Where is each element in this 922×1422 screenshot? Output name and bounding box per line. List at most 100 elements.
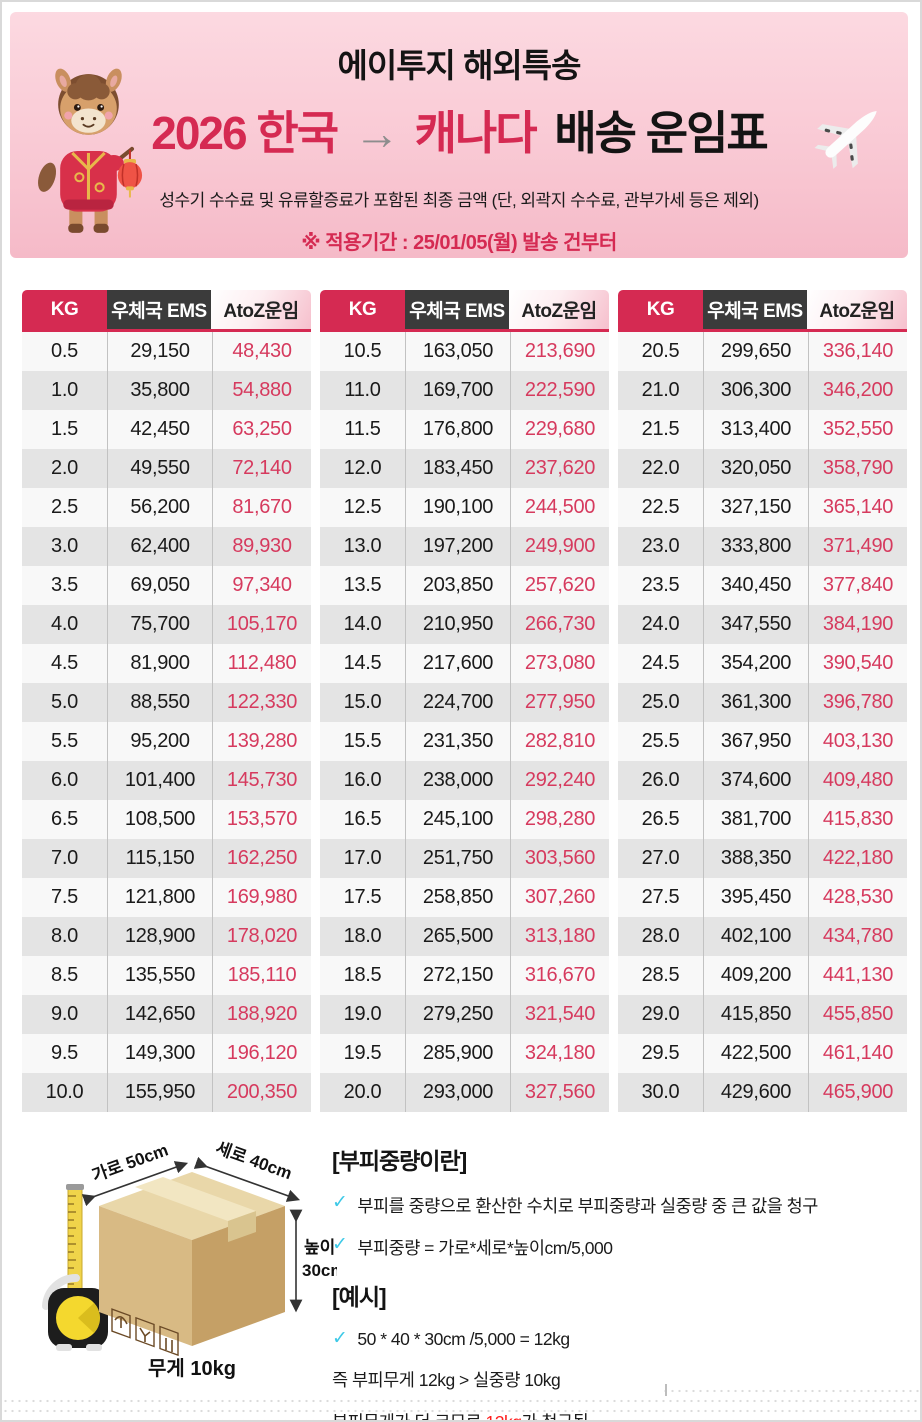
table-row: 16.0 238,000 292,240 xyxy=(320,761,609,800)
kg-cell: 5.5 xyxy=(51,730,78,752)
table-row: 0.5 29,150 48,430 xyxy=(22,332,311,371)
table-row: 24.0 347,550 384,190 xyxy=(618,605,907,644)
info-item: ✓ 50 * 40 * 30cm /5,000 = 12kg xyxy=(332,1328,907,1350)
ems-cell: 75,700 xyxy=(107,605,212,644)
check-icon: ✓ xyxy=(332,1192,348,1213)
kg-cell: 26.5 xyxy=(641,808,680,830)
atoz-cell: 384,190 xyxy=(808,605,907,644)
info-item: ✓ 부피중량 = 가로*세로*높이cm/5,000 xyxy=(332,1234,907,1260)
atoz-cell: 428,530 xyxy=(808,878,907,917)
table-row: 19.5 285,900 324,180 xyxy=(320,1034,609,1073)
dotted-footer-texture xyxy=(2,1396,920,1420)
box-depth-label: 세로 40cm xyxy=(213,1138,294,1183)
ems-cell: 422,500 xyxy=(703,1034,808,1073)
check-icon: ✓ xyxy=(332,1328,348,1349)
kg-cell: 18.0 xyxy=(343,925,382,947)
ems-cell: 29,150 xyxy=(107,332,212,371)
kg-cell: 10.5 xyxy=(343,340,382,362)
table-row: 24.5 354,200 390,540 xyxy=(618,644,907,683)
column-header-atoz: AtoZ운임 xyxy=(807,290,907,329)
atoz-cell: 365,140 xyxy=(808,488,907,527)
kg-cell: 12.5 xyxy=(343,496,382,518)
ems-cell: 95,200 xyxy=(107,722,212,761)
atoz-cell: 358,790 xyxy=(808,449,907,488)
ems-cell: 279,250 xyxy=(405,995,510,1034)
ems-cell: 238,000 xyxy=(405,761,510,800)
ems-cell: 115,150 xyxy=(107,839,212,878)
atoz-cell: 222,590 xyxy=(510,371,609,410)
footer-tick-mark xyxy=(665,1384,667,1396)
column-header-kg: KG xyxy=(320,290,405,329)
kg-cell: 4.5 xyxy=(51,652,78,674)
example-title: [예시] xyxy=(332,1284,387,1310)
atoz-cell: 229,680 xyxy=(510,410,609,449)
kg-cell: 19.5 xyxy=(343,1042,382,1064)
table-row: 23.0 333,800 371,490 xyxy=(618,527,907,566)
kg-cell: 8.0 xyxy=(51,925,78,947)
table-row: 26.5 381,700 415,830 xyxy=(618,800,907,839)
table-row: 18.0 265,500 313,180 xyxy=(320,917,609,956)
horse-mascot-icon xyxy=(38,68,143,233)
atoz-cell: 313,180 xyxy=(510,917,609,956)
atoz-cell: 48,430 xyxy=(212,332,311,371)
table-header: KG 우체국 EMS AtoZ운임 xyxy=(22,290,311,332)
atoz-cell: 415,830 xyxy=(808,800,907,839)
ems-cell: 142,650 xyxy=(107,995,212,1034)
kg-cell: 24.0 xyxy=(641,613,680,635)
atoz-cell: 307,260 xyxy=(510,878,609,917)
ems-cell: 210,950 xyxy=(405,605,510,644)
kg-cell: 25.5 xyxy=(641,730,680,752)
ems-cell: 42,450 xyxy=(107,410,212,449)
table-row: 5.5 95,200 139,280 xyxy=(22,722,311,761)
kg-cell: 20.5 xyxy=(641,340,680,362)
atoz-cell: 321,540 xyxy=(510,995,609,1034)
table-body: 0.5 29,150 48,430 1.0 35,800 54,880 1.5 42,450 6… xyxy=(22,332,311,1112)
table-header: KG 우체국 EMS AtoZ운임 xyxy=(618,290,907,332)
table-row: 8.0 128,900 178,020 xyxy=(22,917,311,956)
atoz-cell: 390,540 xyxy=(808,644,907,683)
atoz-cell: 162,250 xyxy=(212,839,311,878)
ems-cell: 293,000 xyxy=(405,1073,510,1112)
ems-cell: 149,300 xyxy=(107,1034,212,1073)
kg-cell: 8.5 xyxy=(51,964,78,986)
ems-cell: 62,400 xyxy=(107,527,212,566)
column-header-kg: KG xyxy=(22,290,107,329)
atoz-cell: 303,560 xyxy=(510,839,609,878)
ems-cell: 245,100 xyxy=(405,800,510,839)
box-weight-label: 무게 10kg xyxy=(148,1357,236,1380)
table-row: 10.0 155,950 200,350 xyxy=(22,1073,311,1112)
kg-cell: 15.5 xyxy=(343,730,382,752)
ems-cell: 265,500 xyxy=(405,917,510,956)
table-row: 25.0 361,300 396,780 xyxy=(618,683,907,722)
ems-cell: 415,850 xyxy=(703,995,808,1034)
kg-cell: 14.5 xyxy=(343,652,382,674)
ems-cell: 88,550 xyxy=(107,683,212,722)
table-row: 19.0 279,250 321,540 xyxy=(320,995,609,1034)
ems-cell: 395,450 xyxy=(703,878,808,917)
atoz-cell: 97,340 xyxy=(212,566,311,605)
info-text: 부피중량 = 가로*세로*높이cm/5,000 xyxy=(357,1238,613,1258)
ems-cell: 381,700 xyxy=(703,800,808,839)
column-header-ems: 우체국 EMS xyxy=(703,290,807,329)
table-row: 10.5 163,050 213,690 xyxy=(320,332,609,371)
airplane-icon xyxy=(814,110,877,169)
atoz-cell: 81,670 xyxy=(212,488,311,527)
kg-cell: 15.0 xyxy=(343,691,382,713)
example-note: 즉 부피무게 12kg > 실중량 10kg xyxy=(332,1370,561,1390)
kg-cell: 11.5 xyxy=(344,418,381,440)
table-row: 3.0 62,400 89,930 xyxy=(22,527,311,566)
ems-cell: 203,850 xyxy=(405,566,510,605)
kg-cell: 21.5 xyxy=(641,418,680,440)
kg-cell: 0.5 xyxy=(51,340,78,362)
title-origin: 2026 한국 xyxy=(151,107,339,159)
atoz-cell: 178,020 xyxy=(212,917,311,956)
info-text: 부피를 중량으로 환산한 수치로 부피중량과 실중량 중 큰 값을 청구 xyxy=(357,1196,818,1216)
table-row: 9.5 149,300 196,120 xyxy=(22,1034,311,1073)
atoz-cell: 409,480 xyxy=(808,761,907,800)
kg-cell: 28.0 xyxy=(641,925,680,947)
atoz-cell: 266,730 xyxy=(510,605,609,644)
table-row: 25.5 367,950 403,130 xyxy=(618,722,907,761)
kg-cell: 27.5 xyxy=(641,886,680,908)
atoz-cell: 196,120 xyxy=(212,1034,311,1073)
